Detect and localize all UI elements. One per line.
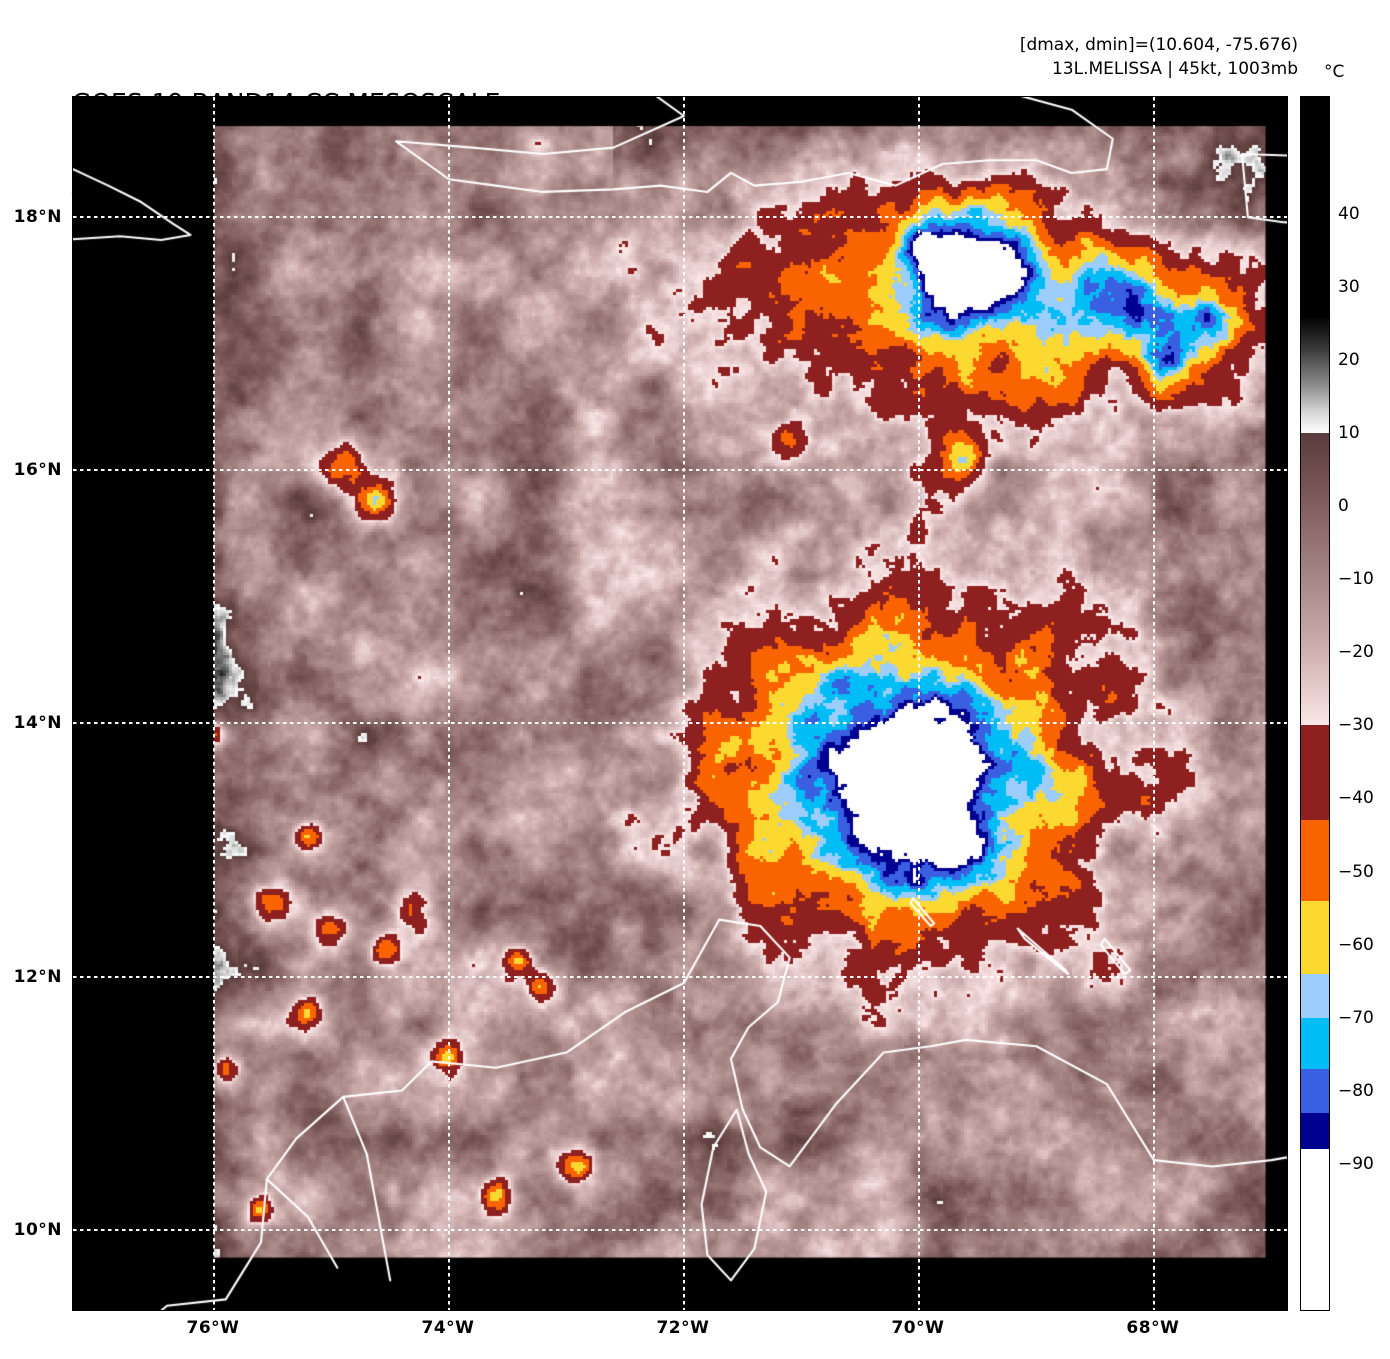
gridline-latitude: [73, 216, 1287, 219]
latitude-tick-label: 10°N: [13, 1219, 62, 1240]
colorbar-tick: −60: [1338, 934, 1374, 955]
colorbar-segment-white-coldest: [1301, 1149, 1329, 1310]
header-metadata: [dmax, dmin]=(10.604, -75.676) 13L.MELIS…: [1020, 33, 1298, 81]
colorbar-tick: −30: [1338, 715, 1374, 736]
storm-readout: 13L.MELISSA | 45kt, 1003mb: [1051, 59, 1298, 79]
longitude-tick-label: 74°W: [421, 1318, 475, 1338]
gridline-latitude: [73, 722, 1287, 725]
gridline-longitude: [917, 97, 920, 1310]
colorbar-tick-labels: 40 30 20 10 0 −10 −20 −30 −40 −50 −60 −70 −80 −90: [1338, 96, 1390, 1311]
colorbar-segment-navy: [1301, 1112, 1329, 1150]
longitude-tick-label: 68°W: [1126, 1318, 1180, 1338]
colorbar-segment-gray-ramp: [1301, 316, 1329, 434]
colorbar-tick: 10: [1338, 423, 1360, 444]
latitude-tick-label: 16°N: [13, 460, 62, 481]
satellite-imagery-canvas: [73, 97, 1287, 1310]
colorbar-segment-cyan: [1301, 1017, 1329, 1070]
colorbar-segment-brown-pink-ramp: [1301, 433, 1329, 726]
colorbar-segment-royal-blue: [1301, 1068, 1329, 1114]
longitude-tick-label: 76°W: [186, 1318, 240, 1338]
colorbar-segment-light-blue: [1301, 973, 1329, 1019]
latitude-tick-label: 12°N: [13, 966, 62, 987]
colorbar-tick: 40: [1338, 203, 1360, 224]
temperature-colorbar[interactable]: [1300, 96, 1330, 1311]
satellite-image-plot[interactable]: Copyright © 2020-2025 Dapiya: [72, 96, 1288, 1311]
colorbar-tick: −20: [1338, 642, 1374, 663]
gridline-longitude: [447, 97, 450, 1310]
colorbar-tick: −50: [1338, 861, 1374, 882]
longitude-tick-label: 72°W: [656, 1318, 710, 1338]
colorbar-segment-orange: [1301, 820, 1329, 902]
colorbar-tick: 30: [1338, 276, 1360, 297]
colorbar-segment-yellow: [1301, 900, 1329, 975]
longitude-tick-label: 70°W: [891, 1318, 945, 1338]
colorbar-unit-label: °C: [1324, 62, 1345, 82]
colorbar-segment-black-warm: [1301, 97, 1329, 317]
colorbar-tick: −70: [1338, 1007, 1374, 1028]
colorbar-tick: −40: [1338, 788, 1374, 809]
gridline-latitude: [73, 469, 1287, 472]
colorbar-tick: 20: [1338, 350, 1360, 371]
colorbar-tick: −80: [1338, 1080, 1374, 1101]
gridline-latitude: [73, 975, 1287, 978]
colorbar-gradient-stack: [1301, 97, 1329, 1310]
latitude-tick-label: 18°N: [13, 207, 62, 228]
latitude-tick-label: 14°N: [13, 713, 62, 734]
gridline-latitude: [73, 1228, 1287, 1231]
gridline-longitude: [1152, 97, 1155, 1310]
dmax-dmin-readout: [dmax, dmin]=(10.604, -75.676): [1019, 35, 1298, 55]
colorbar-tick: −10: [1338, 569, 1374, 590]
gridline-longitude: [212, 97, 215, 1310]
colorbar-tick: 0: [1338, 496, 1349, 517]
colorbar-segment-dark-red: [1301, 725, 1329, 821]
gridline-longitude: [682, 97, 685, 1310]
colorbar-tick: −90: [1338, 1153, 1374, 1174]
